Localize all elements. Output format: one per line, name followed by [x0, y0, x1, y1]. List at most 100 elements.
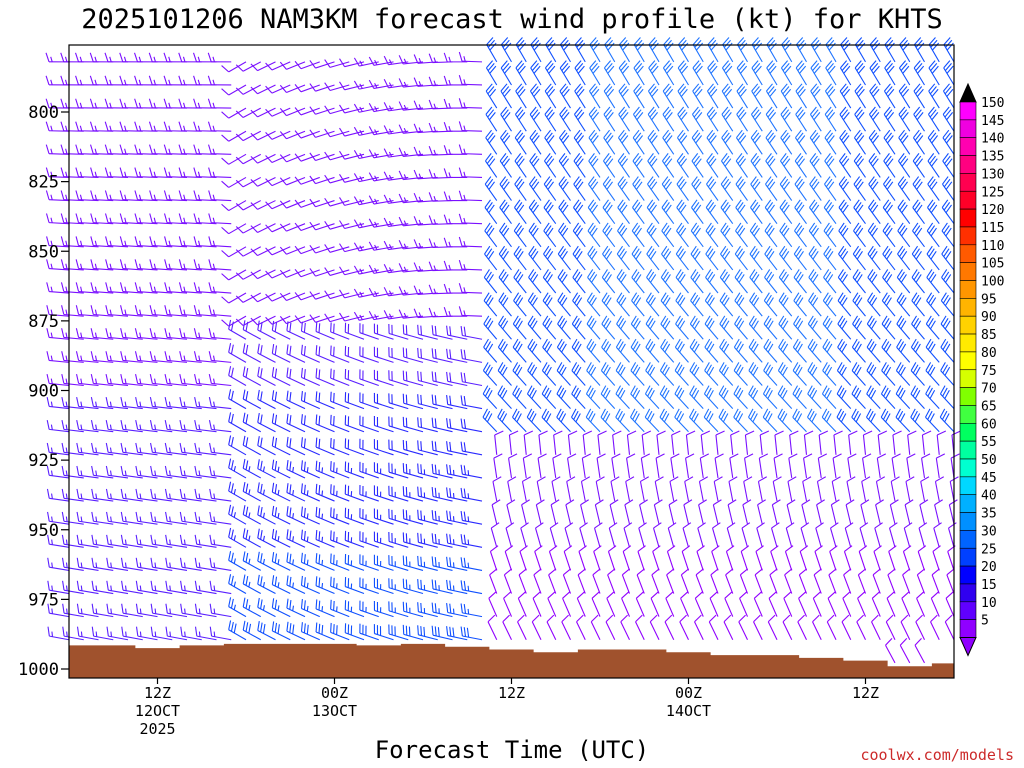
barb-staff — [591, 598, 601, 617]
barb-feather — [178, 75, 183, 85]
barb-feather — [105, 259, 109, 269]
wind-barb — [76, 580, 99, 595]
barb-staff — [257, 491, 276, 502]
wind-barb — [359, 415, 379, 433]
barb-feather — [446, 533, 449, 544]
wind-barb — [265, 84, 291, 94]
barb-feather — [330, 576, 332, 587]
wind-barb — [61, 397, 84, 410]
barb-feather — [458, 259, 463, 270]
wind-barb — [309, 175, 335, 185]
barb-staff — [388, 471, 409, 479]
wind-barb — [359, 392, 379, 410]
wind-barb — [398, 193, 424, 204]
wind-barb — [626, 453, 636, 479]
barb-feather — [353, 173, 360, 182]
barb-half-feather — [94, 240, 98, 246]
wind-barb — [279, 223, 306, 232]
barb-half-feather — [50, 470, 53, 476]
barb-staff — [538, 434, 542, 455]
barb-staff — [63, 245, 84, 248]
barb-staff — [181, 543, 202, 548]
barb-staff — [606, 598, 616, 617]
barb-staff — [388, 610, 409, 618]
barb-feather — [580, 499, 589, 506]
wind-barb — [208, 236, 232, 248]
wind-barb — [149, 167, 173, 178]
barb-half-feather — [168, 332, 171, 338]
barb-staff — [301, 423, 320, 433]
barb-feather — [257, 412, 260, 423]
wind-barb — [228, 504, 247, 525]
barb-feather — [514, 410, 520, 420]
barb-feather — [336, 625, 338, 635]
barb-feather — [193, 236, 198, 246]
barb-half-feather — [124, 102, 127, 108]
barb-half-feather — [124, 125, 127, 131]
barb-half-feather — [374, 129, 378, 135]
wind-barb — [639, 476, 650, 502]
barb-feather — [726, 522, 736, 529]
wind-barb — [315, 506, 335, 525]
wind-barb — [373, 531, 394, 548]
wind-barb — [735, 129, 748, 155]
barb-feather — [434, 487, 437, 498]
barb-feather — [260, 391, 263, 401]
barb-feather — [485, 106, 493, 115]
wind-barb — [622, 545, 632, 571]
wind-barb — [221, 84, 247, 96]
barb-feather — [60, 282, 65, 292]
barb-staff — [683, 504, 690, 525]
barb-feather — [271, 575, 275, 585]
wind-barb — [417, 579, 438, 595]
wind-barb — [179, 511, 202, 525]
wind-barb — [91, 465, 114, 479]
barb-half-feather — [169, 539, 171, 545]
barb-staff — [680, 598, 690, 617]
barb-staff — [49, 497, 70, 502]
barb-staff — [257, 292, 276, 303]
wind-barb — [194, 465, 217, 479]
barb-feather — [76, 374, 80, 384]
barb-staff — [403, 356, 424, 363]
barb-feather — [622, 568, 631, 576]
barb-feather — [572, 245, 579, 255]
barb-feather — [420, 325, 423, 336]
barb-staff — [93, 382, 114, 387]
barb-feather — [589, 225, 596, 234]
barb-staff — [432, 380, 453, 387]
barb-feather — [163, 121, 168, 131]
wind-barb — [294, 245, 320, 255]
barb-half-feather — [198, 447, 201, 453]
wind-barb — [383, 125, 409, 135]
barb-feather — [289, 600, 292, 610]
wind-barb — [286, 598, 306, 618]
wind-barb — [565, 499, 575, 525]
barb-staff — [315, 585, 335, 595]
barb-feather — [431, 579, 434, 590]
barb-staff — [586, 370, 601, 386]
barb-feather — [546, 63, 554, 71]
barb-half-feather — [125, 631, 127, 637]
barb-staff — [286, 61, 306, 70]
barb-feather — [303, 461, 306, 472]
wind-barb — [689, 408, 704, 433]
barb-staff — [418, 634, 438, 641]
wind-barb — [458, 306, 483, 317]
barb-feather — [546, 86, 554, 95]
wind-barb — [179, 397, 202, 410]
barb-staff — [286, 445, 306, 456]
barb-staff — [447, 380, 468, 387]
wind-barb — [286, 506, 306, 525]
barb-feather — [545, 60, 553, 69]
barb-half-feather — [169, 562, 171, 568]
barb-staff — [152, 497, 173, 502]
barb-half-feather — [306, 605, 309, 612]
barb-staff — [567, 434, 572, 455]
wind-barb — [491, 499, 501, 525]
barb-staff — [345, 401, 365, 410]
barb-feather — [105, 465, 109, 476]
barb-half-feather — [124, 493, 127, 499]
barb-feather — [134, 236, 139, 246]
wind-barb — [720, 199, 734, 225]
